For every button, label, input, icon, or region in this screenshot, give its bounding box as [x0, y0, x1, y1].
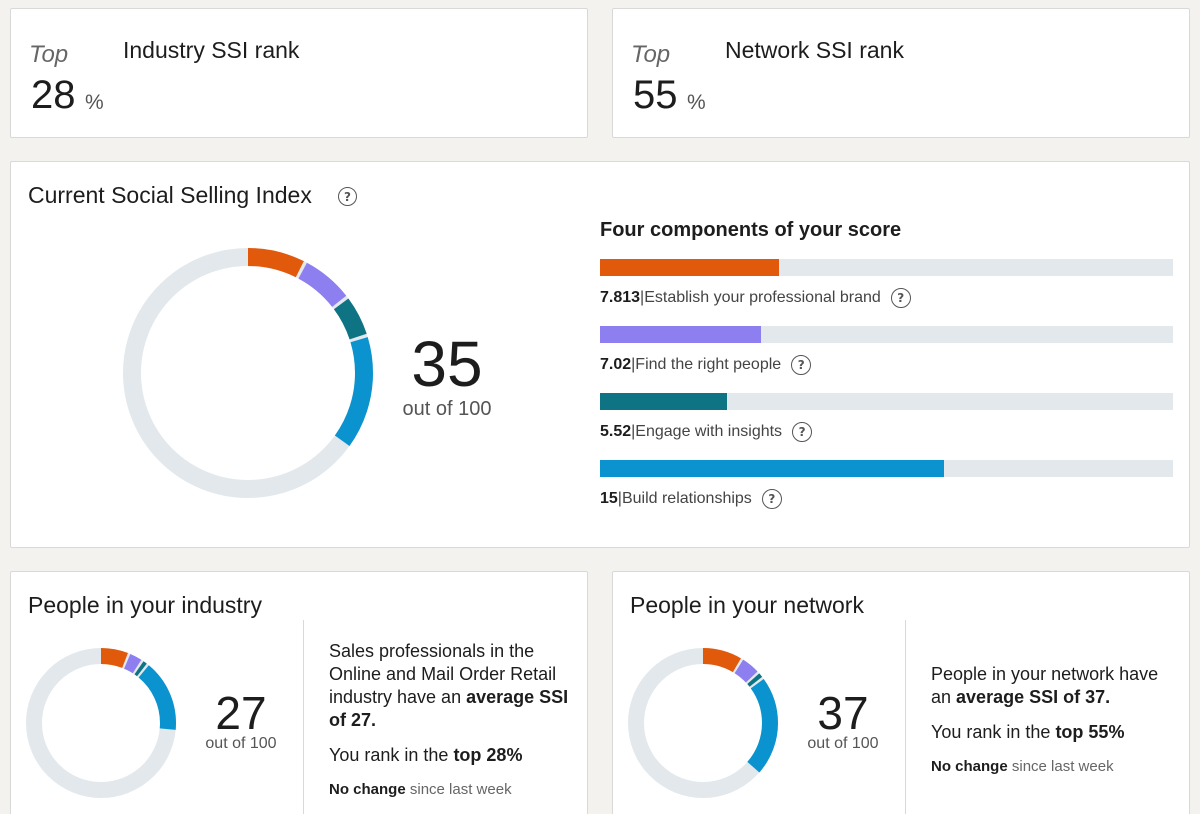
ssi-score: 35: [411, 328, 483, 400]
component-bar-insights: [600, 393, 1173, 410]
network-donut-segment-0: [628, 648, 778, 798]
question-circle-icon[interactable]: ?: [761, 489, 782, 509]
divider: [303, 620, 304, 814]
network-donut-chart: [628, 648, 778, 798]
question-circle-icon[interactable]: ?: [791, 355, 812, 375]
question-circle-icon[interactable]: ?: [338, 187, 357, 206]
component-value-brand: 7.813: [600, 289, 641, 306]
industry-description-text: Sales professionals in the Online and Ma…: [329, 641, 557, 707]
component-name-brand: Establish your professional brand: [644, 289, 881, 306]
people-industry-title: People in your industry: [28, 592, 262, 618]
industry-rank-unit: %: [85, 91, 104, 114]
component-separator: |: [617, 490, 622, 507]
industry-rank-title: Industry SSI rank: [123, 37, 300, 63]
industry-rank-line: You rank in the top 28%: [329, 744, 579, 767]
ssi-donut-segment-3: [123, 248, 373, 498]
component-label-brand: 7.813 | Establish your professional bran…: [600, 288, 911, 308]
network-rank-card: Top Network SSI rank 55 %: [612, 8, 1190, 138]
network-out-of: out of 100: [807, 735, 879, 752]
component-bar-insights-fill: [600, 393, 727, 410]
component-bar-brand-fill: [600, 259, 780, 276]
ssi-donut-chart: [123, 248, 373, 498]
divider: [905, 620, 906, 814]
network-description: People in your network have an average S…: [931, 663, 1181, 709]
industry-average-ssi: average SSI of 27.: [329, 687, 569, 730]
component-bar-relationships: [600, 460, 1173, 477]
question-circle-icon[interactable]: ?: [890, 288, 911, 308]
industry-rank-top-label: Top: [29, 41, 69, 68]
component-label-people: 7.02 | Find the right people ?: [600, 355, 812, 375]
component-bar-people: [600, 326, 1173, 343]
network-average-ssi: average SSI of 37.: [956, 687, 1111, 707]
people-network-card: People in your network 37 out of 100 Peo…: [612, 571, 1190, 814]
industry-donut-chart: [26, 648, 176, 798]
ssi-out-of: out of 100: [402, 398, 492, 420]
component-bar-brand: [600, 259, 1173, 276]
industry-change-rest: since last week: [405, 781, 512, 798]
network-rank-top: top 55%: [1055, 722, 1125, 742]
industry-out-of: out of 100: [205, 735, 277, 752]
component-value-insights: 5.52: [600, 423, 632, 440]
ssi-card: Current Social Selling Index ? 35 out of…: [10, 161, 1190, 548]
network-rank-top-label: Top: [631, 41, 671, 68]
network-donut-segment-3: [628, 648, 778, 798]
industry-rank-card: Top Industry SSI rank 28 %: [10, 8, 588, 138]
people-network-title: People in your network: [630, 592, 864, 618]
component-label-insights: 5.52 | Engage with insights ?: [600, 422, 813, 442]
network-change-bold: No change: [931, 758, 1008, 775]
ssi-title: Current Social Selling Index: [28, 182, 312, 208]
network-rank-unit: %: [687, 91, 706, 114]
network-rank-value: 55: [633, 73, 678, 117]
network-change: No change since last week: [931, 758, 1114, 775]
component-separator: |: [640, 289, 645, 306]
industry-rank-value: 28: [31, 73, 76, 117]
network-score: 37: [817, 687, 869, 739]
network-description-text: People in your network have an: [931, 664, 1159, 707]
industry-description: Sales professionals in the Online and Ma…: [329, 640, 579, 732]
component-separator: |: [631, 356, 636, 373]
component-name-insights: Engage with insights: [635, 423, 783, 440]
industry-rank-top: top 28%: [453, 745, 523, 765]
network-rank-line: You rank in the top 55%: [931, 721, 1181, 744]
network-change-rest: since last week: [1007, 758, 1114, 775]
component-bar-people-fill: [600, 326, 761, 343]
people-industry-card: People in your industry 27 out of 100 Sa…: [10, 571, 588, 814]
component-value-people: 7.02: [600, 356, 632, 373]
industry-donut-segment-0: [26, 648, 176, 798]
component-label-relationships: 15 | Build relationships ?: [600, 489, 782, 509]
ssi-donut-segment-0: [123, 248, 373, 498]
component-bar-relationships-fill: [600, 460, 944, 477]
component-separator: |: [631, 423, 636, 440]
industry-change-bold: No change: [329, 781, 406, 798]
component-value-relationships: 15: [600, 490, 618, 507]
industry-score: 27: [215, 687, 267, 739]
question-circle-icon[interactable]: ?: [792, 422, 813, 442]
network-rank-prefix: You rank in the: [931, 722, 1056, 742]
component-name-people: Find the right people: [635, 356, 782, 373]
industry-donut-segment-3: [26, 648, 176, 798]
network-rank-title: Network SSI rank: [725, 37, 904, 63]
components-heading: Four components of your score: [600, 219, 902, 241]
component-name-relationships: Build relationships: [621, 490, 752, 507]
industry-rank-prefix: You rank in the: [329, 745, 454, 765]
industry-change: No change since last week: [329, 781, 512, 798]
